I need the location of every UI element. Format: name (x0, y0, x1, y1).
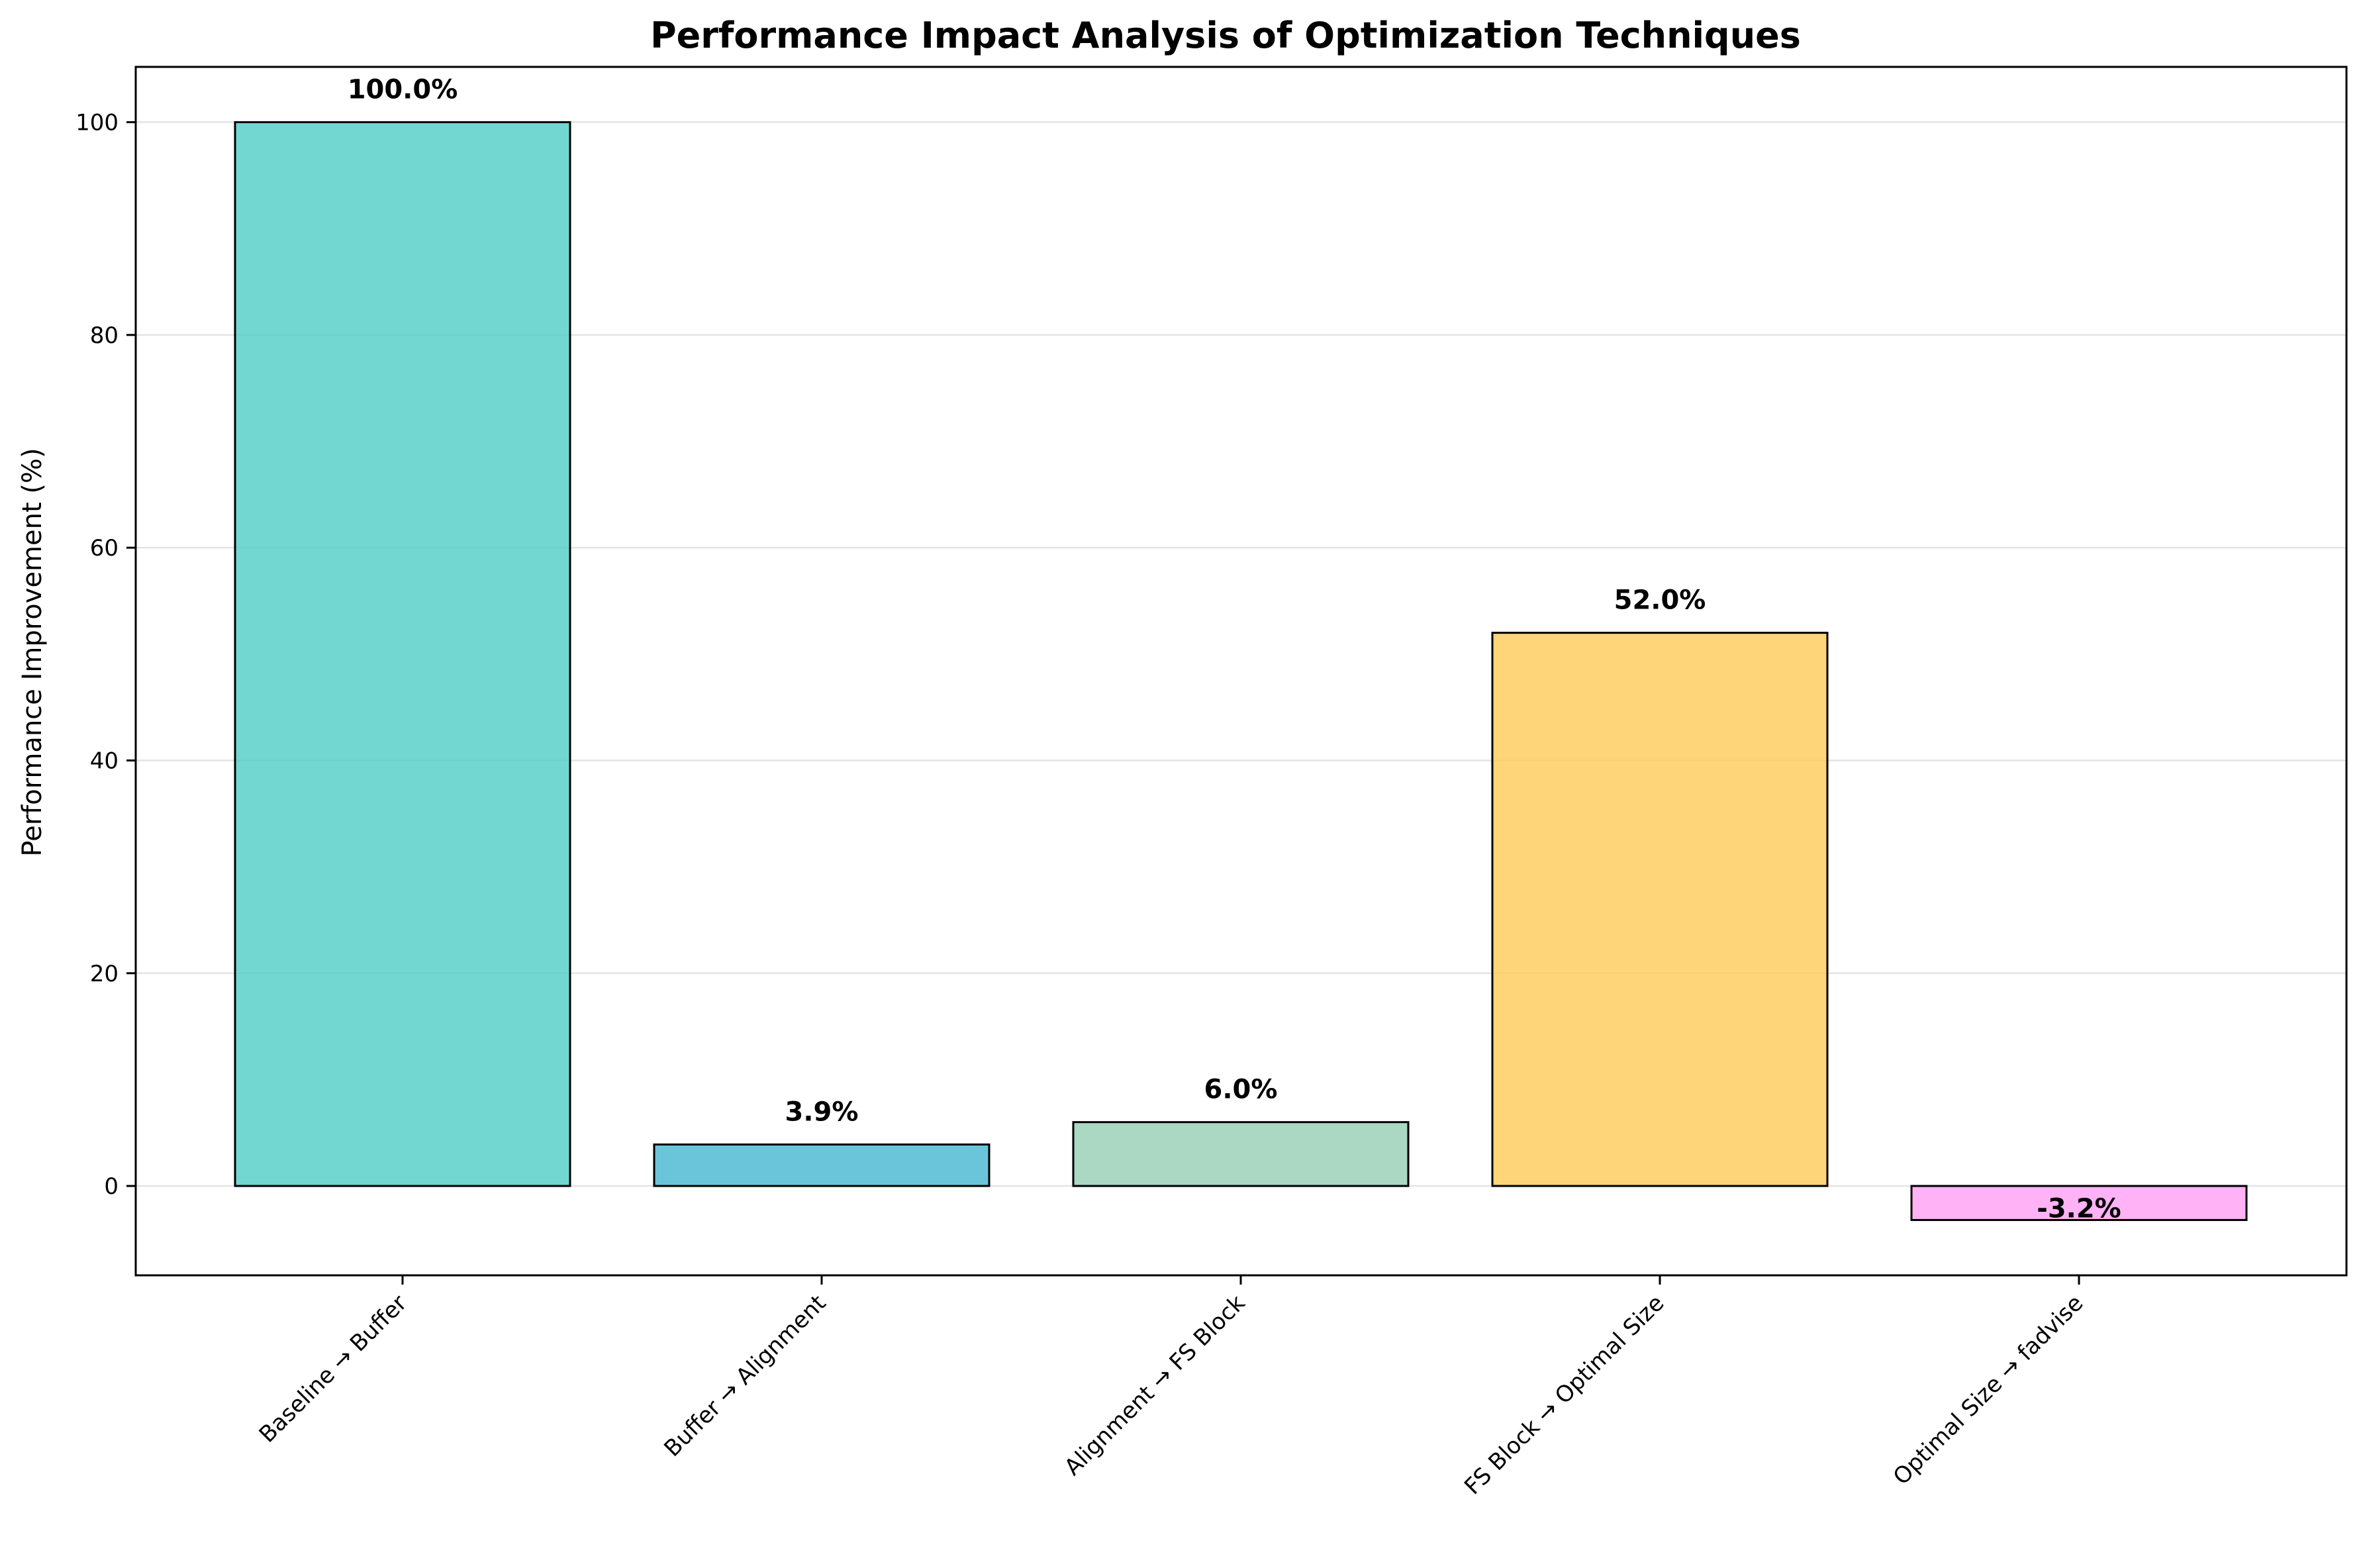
data-label: 6.0% (1204, 1075, 1278, 1105)
y-tick-label: 100 (75, 110, 119, 136)
data-label: 100.0% (348, 74, 458, 105)
y-axis-label: Performance Improvement (%) (17, 448, 48, 856)
y-tick-label: 0 (104, 1173, 119, 1200)
chart-title: Performance Impact Analysis of Optimizat… (650, 15, 1801, 56)
y-tick-label: 40 (90, 748, 119, 774)
bar (1072, 1121, 1410, 1187)
bar (653, 1143, 990, 1187)
data-label: 52.0% (1614, 585, 1706, 616)
y-tick-label: 20 (90, 961, 119, 987)
data-label: -3.2% (2037, 1193, 2121, 1224)
bar (234, 121, 571, 1187)
bar (1491, 632, 1829, 1187)
bar (1910, 1185, 2248, 1221)
data-labels-group: 100.0% 3.9% 6.0% 52.0% -3.2% (348, 74, 2121, 1224)
y-axis-ticks: 0 20 40 60 80 100 (75, 110, 136, 1200)
data-label: 3.9% (785, 1097, 859, 1127)
y-tick-label: 60 (90, 535, 119, 562)
bars-group (234, 121, 2248, 1221)
y-tick-label: 80 (90, 322, 119, 349)
